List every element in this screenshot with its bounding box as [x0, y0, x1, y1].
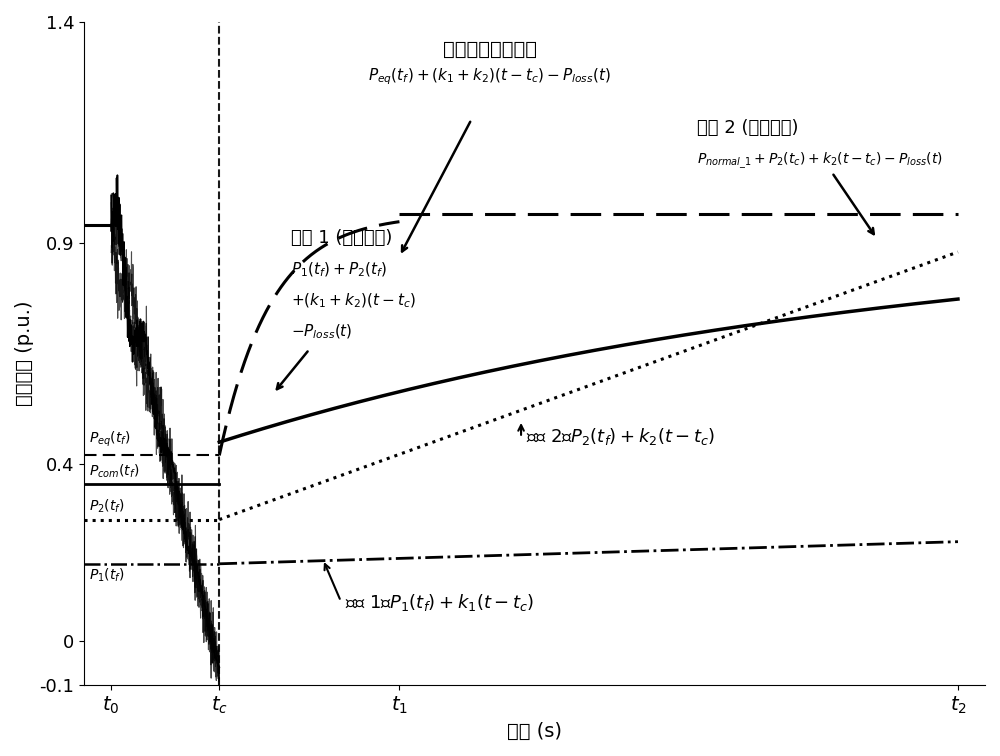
Text: $+(k_1+k_2)(t-t_c)$: $+(k_1+k_2)(t-t_c)$ — [291, 291, 416, 310]
Text: $-P_{loss}(t)$: $-P_{loss}(t)$ — [291, 322, 353, 341]
Text: $P_1(t_f)+P_2(t_f)$: $P_1(t_f)+P_2(t_f)$ — [291, 260, 388, 279]
X-axis label: 时间 (s): 时间 (s) — [507, 722, 562, 741]
Text: $P_{eq}(t_f)$: $P_{eq}(t_f)$ — [89, 429, 130, 449]
Y-axis label: 有功功率 (p.u.): 有功功率 (p.u.) — [15, 301, 34, 407]
Text: 机组 2，$P_2(t_f)+k_2(t-t_c)$: 机组 2，$P_2(t_f)+k_2(t-t_c)$ — [526, 426, 715, 447]
Text: $P_{normal\_1}+P_2(t_c)+k_2(t-t_c)-P_{loss}(t)$: $P_{normal\_1}+P_2(t_c)+k_2(t-t_c)-P_{lo… — [697, 150, 942, 171]
Text: 传统单机等值模型: 传统单机等值模型 — [443, 40, 537, 59]
Text: $P_{eq}(t_f)+(k_1+k_2)(t-t_c)-P_{loss}(t)$: $P_{eq}(t_f)+(k_1+k_2)(t-t_c)-P_{loss}(t… — [368, 67, 611, 87]
Text: 机组 1，$P_1(t_f)+k_1(t-t_c)$: 机组 1，$P_1(t_f)+k_1(t-t_c)$ — [345, 592, 535, 613]
Text: $P_{com}(t_f)$: $P_{com}(t_f)$ — [89, 463, 139, 480]
Text: 阶段 1 (详细模型): 阶段 1 (详细模型) — [291, 229, 393, 247]
Text: $P_2(t_f)$: $P_2(t_f)$ — [89, 497, 124, 515]
Text: $P_1(t_f)$: $P_1(t_f)$ — [89, 566, 124, 584]
Text: 阶段 2 (详细模型): 阶段 2 (详细模型) — [697, 119, 798, 137]
